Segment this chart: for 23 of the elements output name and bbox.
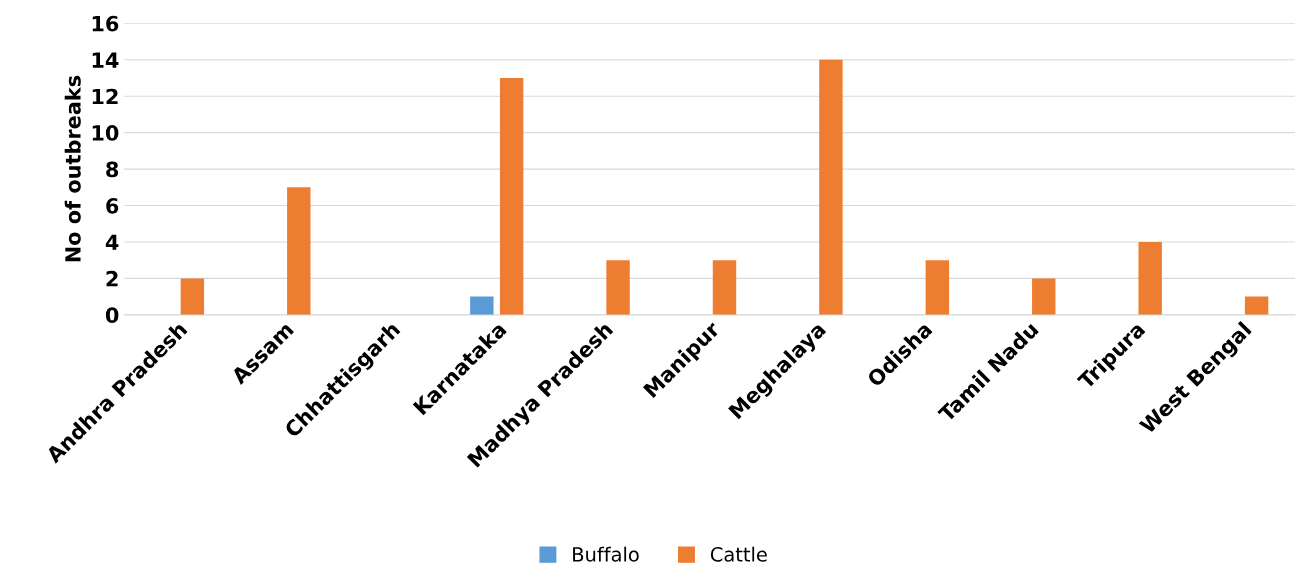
legend-label: Cattle	[710, 546, 767, 562]
y-tick-label: 6	[106, 197, 119, 214]
y-tick-label: 0	[105, 307, 119, 324]
y-tick-label: 8	[106, 161, 119, 178]
y-axis-title: No of outbreaks	[64, 75, 81, 262]
bar	[180, 278, 205, 315]
bar	[470, 296, 494, 315]
bar	[1244, 296, 1269, 315]
bar	[287, 187, 311, 315]
bar	[1138, 241, 1162, 315]
y-tick-label: 4	[105, 234, 119, 250]
y-tick-label: 10	[92, 125, 119, 141]
bar	[712, 260, 737, 315]
bar	[925, 260, 950, 315]
y-tick-label: 16	[92, 15, 119, 32]
bar	[819, 59, 843, 315]
y-tick-label: 2	[106, 270, 118, 287]
legend-label: Buffalo	[573, 546, 639, 562]
bar	[606, 260, 630, 315]
y-tick-label: 14	[92, 52, 119, 68]
bar	[1032, 278, 1056, 315]
y-tick-label: 12	[92, 88, 118, 105]
bar	[499, 77, 524, 315]
